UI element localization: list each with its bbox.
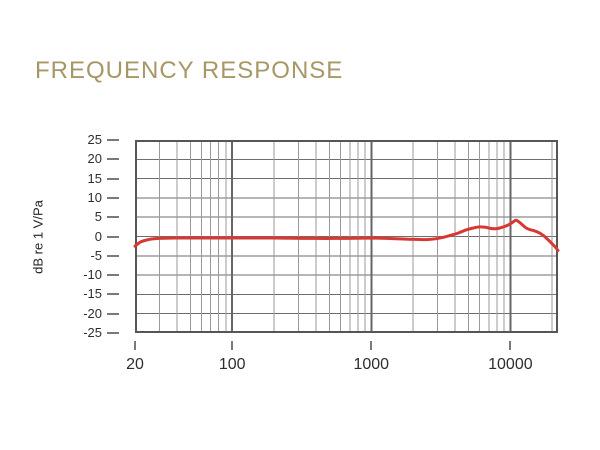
y-tick-label: 15: [87, 170, 102, 186]
y-tick-mark: [107, 293, 119, 296]
y-tick-label: -10: [83, 267, 102, 283]
y-tick-label: 20: [87, 151, 102, 167]
y-tick-mark: [107, 254, 119, 257]
y-tick-label: 10: [87, 189, 102, 205]
y-tick-label: 5: [94, 209, 102, 225]
y-tick-label: -25: [83, 325, 102, 340]
y-tick-label: -20: [83, 305, 102, 321]
x-tick-mark: [231, 341, 234, 350]
plot-area: [133, 140, 560, 333]
y-tick-mark: [107, 216, 119, 219]
plot-frame: [135, 140, 558, 333]
y-tick-mark: [107, 158, 119, 161]
x-tick-mark: [370, 341, 373, 350]
y-tick-mark: [107, 274, 119, 277]
y-tick-label: -15: [83, 286, 102, 302]
x-tick-label: 10000: [488, 356, 533, 373]
x-tick-label: 1000: [353, 356, 390, 373]
x-tick-label: 100: [218, 356, 246, 373]
response-curve: [133, 218, 560, 252]
page-title: FREQUENCY RESPONSE: [35, 57, 344, 84]
y-tick-mark: [107, 235, 119, 238]
y-tick-mark: [107, 196, 119, 199]
x-tick-mark: [134, 341, 136, 350]
x-tick-mark: [509, 341, 512, 350]
y-tick-mark: [107, 177, 119, 180]
y-tick-mark: [107, 139, 119, 141]
y-tick-label: 25: [87, 132, 102, 147]
y-tick-label: -5: [90, 247, 102, 263]
y-tick-label: 0: [94, 228, 102, 244]
y-tick-mark: [107, 312, 119, 315]
x-tick-label: 20: [126, 356, 144, 373]
y-tick-mark: [107, 332, 119, 334]
y-axis-label: dB re 1 V/Pa: [30, 200, 46, 274]
